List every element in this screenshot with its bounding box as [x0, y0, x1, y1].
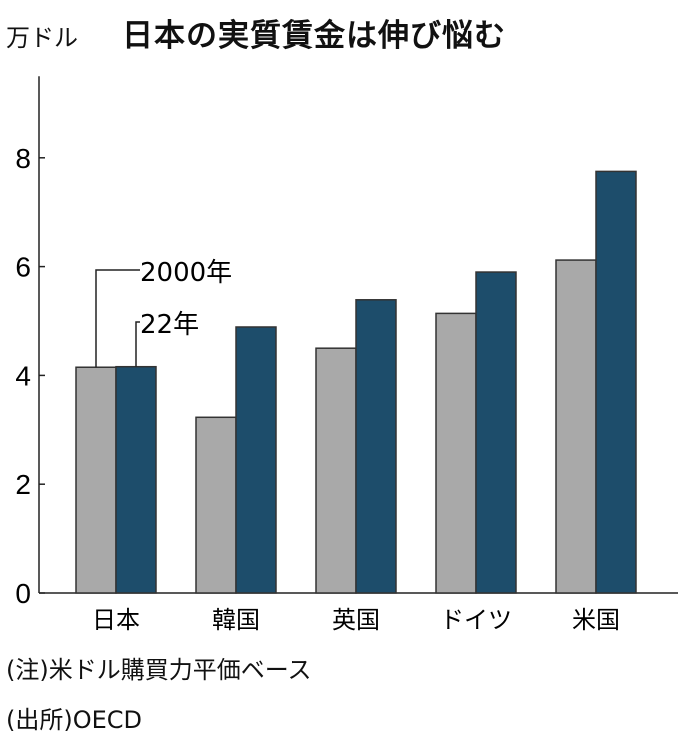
legend-leader-2000 [95, 269, 140, 368]
bar-2022 [355, 299, 397, 594]
legend-label-2000: 2000年 [140, 258, 232, 288]
bar-2000 [435, 312, 477, 594]
chart-source: (出所)OECD [6, 706, 143, 734]
legend-leader-2022 [135, 321, 140, 367]
bar-2022 [115, 365, 157, 594]
chart-title: 日本の実質賃金は伸び悩む [122, 18, 506, 54]
y-axis-unit-label: 万ドル [6, 24, 78, 52]
x-tick-label: 米国 [572, 606, 620, 634]
chart-note: (注)米ドル購買力平価ベース [6, 656, 312, 684]
y-tick-label: 0 [15, 578, 31, 609]
x-tick-label: 日本 [92, 606, 140, 634]
x-tick-label: 英国 [332, 606, 380, 634]
bar-2022 [235, 326, 277, 594]
y-tick-label: 8 [15, 143, 31, 174]
bar-2022 [595, 170, 637, 594]
bar-2000 [75, 366, 117, 594]
y-tick-label: 6 [15, 252, 31, 283]
bar-2022 [475, 271, 517, 594]
y-tick-label: 2 [15, 469, 31, 500]
bar-2000 [555, 259, 597, 594]
legend-label-2022: 22年 [140, 310, 199, 340]
x-tick-label: 韓国 [212, 606, 260, 634]
y-tick-label: 4 [15, 360, 31, 391]
bar-2000 [315, 347, 357, 594]
x-tick-label: ドイツ [440, 606, 512, 634]
bar-2000 [195, 416, 237, 594]
